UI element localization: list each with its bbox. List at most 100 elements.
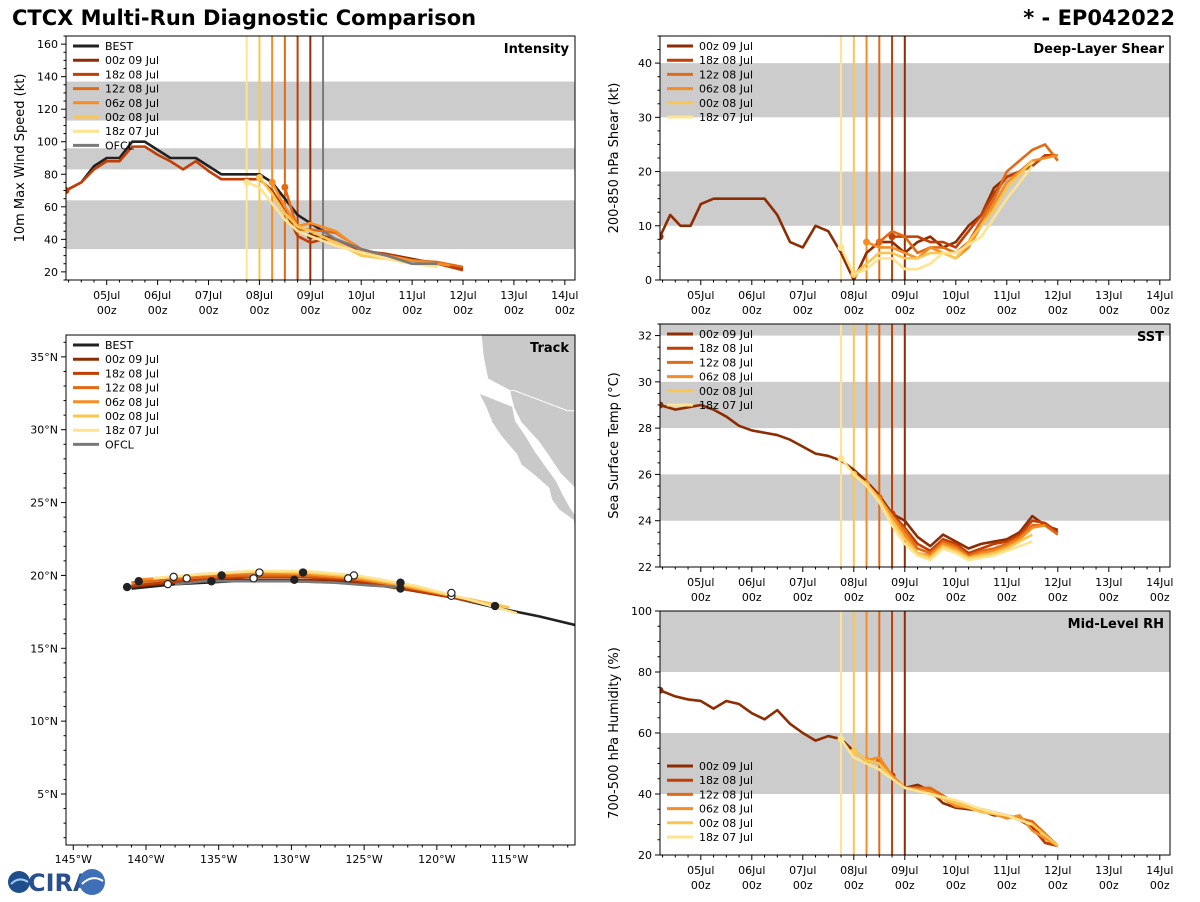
panel-intensity: 20 40 60 80 100 120 140 160 05Jul 00z 06Jul 00z 07Ju… xyxy=(13,35,578,317)
series-06z-08-jul-intensity xyxy=(270,181,451,267)
series-18z-07-jul-intensity xyxy=(246,181,438,269)
track-position-marker xyxy=(447,588,456,598)
plot-area-rh xyxy=(660,611,1170,855)
x-tick-label: 125°W xyxy=(345,853,382,866)
x-tick-date-label: 13Jul xyxy=(1095,576,1122,589)
x-tick-date-label: 06Jul xyxy=(738,576,765,589)
y-tick-label: 80 xyxy=(638,666,652,679)
x-tick-hour-label: 00z xyxy=(691,591,711,604)
legend-label-00z-08-jul: 00z 08 Jul xyxy=(699,97,753,110)
legend-label-best: BEST xyxy=(105,339,133,352)
y-tick-label: 160 xyxy=(37,38,58,51)
x-tick-hour-label: 00z xyxy=(946,879,966,892)
track-position-marker xyxy=(290,575,299,585)
init-point-18z-07-jul xyxy=(837,243,845,251)
y-tick-label: 32 xyxy=(638,330,652,343)
x-tick-label: 145°W xyxy=(55,853,92,866)
x-tick-date-label: 07Jul xyxy=(195,289,222,302)
legend-label-18z-08-jul: 18z 08 Jul xyxy=(105,68,159,81)
x-tick-date-label: 12Jul xyxy=(449,289,476,302)
x-tick-hour-label: 00z xyxy=(1099,879,1119,892)
x-tick-hour-label: 00z xyxy=(895,591,915,604)
x-tick-hour-label: 00z xyxy=(742,879,762,892)
x-tick-hour-label: 00z xyxy=(97,304,117,317)
x-tick-hour-label: 00z xyxy=(199,304,219,317)
x-tick-hour-label: 00z xyxy=(1048,591,1068,604)
legend-label-00z-08-jul: 00z 08 Jul xyxy=(105,111,159,124)
series-18z-07-jul-rh xyxy=(839,738,1033,826)
x-tick-date-label: 14Jul xyxy=(1146,864,1173,877)
y-axis-label: 700-500 hPa Humidity (%) xyxy=(607,647,622,819)
shade-band xyxy=(660,381,1170,429)
legend-label-12z-08-jul: 12z 08 Jul xyxy=(105,382,159,395)
init-point-18z-08-jul xyxy=(66,187,70,195)
legend-label-12z-08-jul: 12z 08 Jul xyxy=(105,83,159,96)
x-tick-hour-label: 00z xyxy=(691,879,711,892)
y-tick-label: 25°N xyxy=(30,497,58,510)
x-tick-hour-label: 00z xyxy=(148,304,168,317)
x-tick-hour-label: 00z xyxy=(1099,304,1119,317)
x-tick-date-label: 07Jul xyxy=(789,864,816,877)
y-tick-label: 35°N xyxy=(30,351,58,364)
y-axis-label: Sea Surface Temp (°C) xyxy=(607,372,622,519)
x-tick-label: 115°W xyxy=(491,853,528,866)
x-tick-hour-label: 00z xyxy=(300,304,320,317)
series-00z-09-jul-sst xyxy=(660,403,1059,550)
track-position-marker xyxy=(169,572,178,582)
panel-title: Deep-Layer Shear xyxy=(1033,42,1164,57)
x-tick-date-label: 13Jul xyxy=(1095,289,1122,302)
legend-label-18z-08-jul: 18z 08 Jul xyxy=(699,54,753,67)
track-position-marker xyxy=(217,571,226,580)
track-position-marker xyxy=(255,568,264,577)
y-tick-label: 30 xyxy=(638,111,652,124)
storm-id: * - EP042022 xyxy=(1023,6,1175,30)
y-tick-label: 40 xyxy=(638,788,652,801)
legend-label-00z-09-jul: 00z 09 Jul xyxy=(699,760,753,773)
legend-label-06z-08-jul: 06z 08 Jul xyxy=(699,803,753,816)
x-tick-date-label: 14Jul xyxy=(1146,576,1173,589)
panel-shear: 0 10 20 30 40 05Jul 00z 06Jul 00z 07Jul 00z 08Jul 00… xyxy=(607,35,1173,317)
series-06z-08-jul-sst xyxy=(865,482,1046,560)
series-00z-09-jul-shear xyxy=(660,159,1034,280)
x-tick-date-label: 08Jul xyxy=(840,576,867,589)
y-tick-label: 10°N xyxy=(30,715,58,728)
y-tick-label: 20 xyxy=(638,166,652,179)
x-tick-hour-label: 00z xyxy=(895,879,915,892)
y-tick-label: 24 xyxy=(638,515,652,528)
init-point-00z-09-jul xyxy=(660,686,664,694)
x-tick-date-label: 05Jul xyxy=(687,576,714,589)
legend-label-ofcl: OFCL xyxy=(105,438,135,451)
axes-frame xyxy=(659,323,1171,568)
x-tick-date-label: 06Jul xyxy=(144,289,171,302)
y-tick-label: 60 xyxy=(44,201,58,214)
x-tick-date-label: 12Jul xyxy=(1044,864,1071,877)
x-tick-date-label: 09Jul xyxy=(891,864,918,877)
shade-band xyxy=(66,81,575,121)
init-point-18z-08-jul xyxy=(888,233,896,241)
legend-label-00z-08-jul: 00z 08 Jul xyxy=(699,817,753,830)
x-tick-hour-label: 00z xyxy=(793,591,813,604)
init-point-12z-08-jul xyxy=(281,183,289,191)
x-tick-hour-label: 00z xyxy=(844,591,864,604)
y-axis-label: 10m Max Wind Speed (kt) xyxy=(13,74,28,243)
x-tick-hour-label: 00z xyxy=(691,304,711,317)
x-tick-label: 140°W xyxy=(127,853,164,866)
border-line xyxy=(478,389,575,412)
x-tick-hour-label: 00z xyxy=(946,304,966,317)
legend-label-18z-07-jul: 18z 07 Jul xyxy=(699,111,753,124)
y-tick-label: 140 xyxy=(37,71,58,84)
y-tick-label: 40 xyxy=(44,233,58,246)
track-position-marker xyxy=(249,574,258,583)
x-tick-date-label: 06Jul xyxy=(738,289,765,302)
legend-label-18z-07-jul: 18z 07 Jul xyxy=(699,399,753,412)
x-tick-date-label: 08Jul xyxy=(840,289,867,302)
figure-title: CTCX Multi-Run Diagnostic Comparison xyxy=(12,6,477,30)
x-tick-date-label: 10Jul xyxy=(942,864,969,877)
legend-label-00z-09-jul: 00z 09 Jul xyxy=(105,54,159,67)
legend-label-18z-07-jul: 18z 07 Jul xyxy=(699,831,753,844)
x-tick-hour-label: 00z xyxy=(997,591,1017,604)
panel-title: Track xyxy=(530,341,569,356)
y-tick-label: 22 xyxy=(638,561,652,574)
